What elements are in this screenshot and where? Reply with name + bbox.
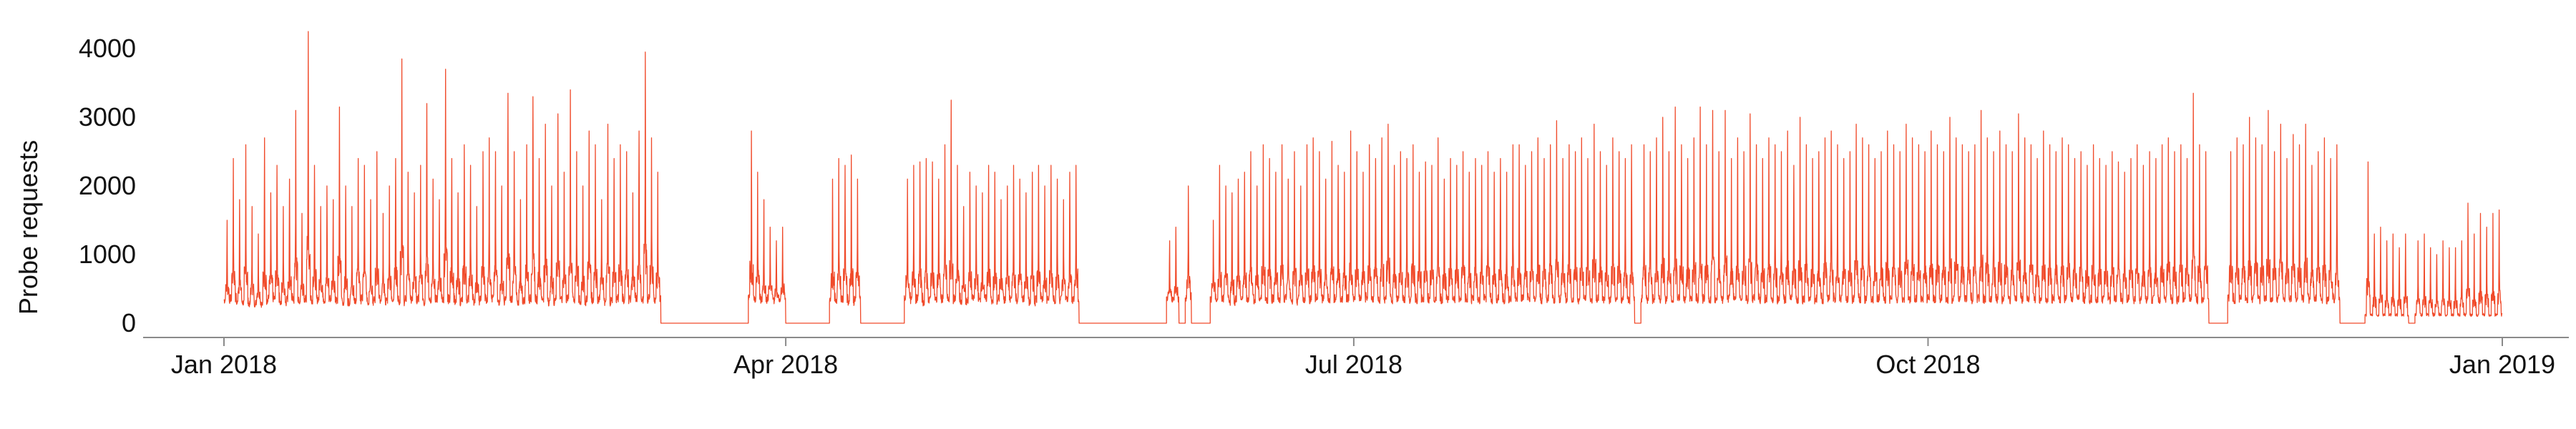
y-tick-label: 3000 [79,102,136,132]
y-axis: 0 1000 2000 3000 4000 [79,34,136,337]
y-tick-label: 4000 [79,34,136,63]
series-layer [223,31,2503,324]
x-tick-label: Apr 2018 [733,350,838,379]
y-tick-label: 0 [122,308,136,337]
x-axis: Jan 2018 Apr 2018 Jul 2018 Oct 2018 Jan 2019 [171,337,2555,379]
x-tick-label: Jan 2018 [171,350,277,379]
series-line-probe-requests [223,31,2503,324]
y-tick-label: 1000 [79,240,136,269]
x-tick-label: Jul 2018 [1305,350,1402,379]
x-tick-label: Oct 2018 [1875,350,1980,379]
x-tick-label: Jan 2019 [2449,350,2555,379]
y-tick-label: 2000 [79,171,136,200]
y-axis-title: Probe requests [14,140,43,315]
plot-area [223,31,2503,324]
